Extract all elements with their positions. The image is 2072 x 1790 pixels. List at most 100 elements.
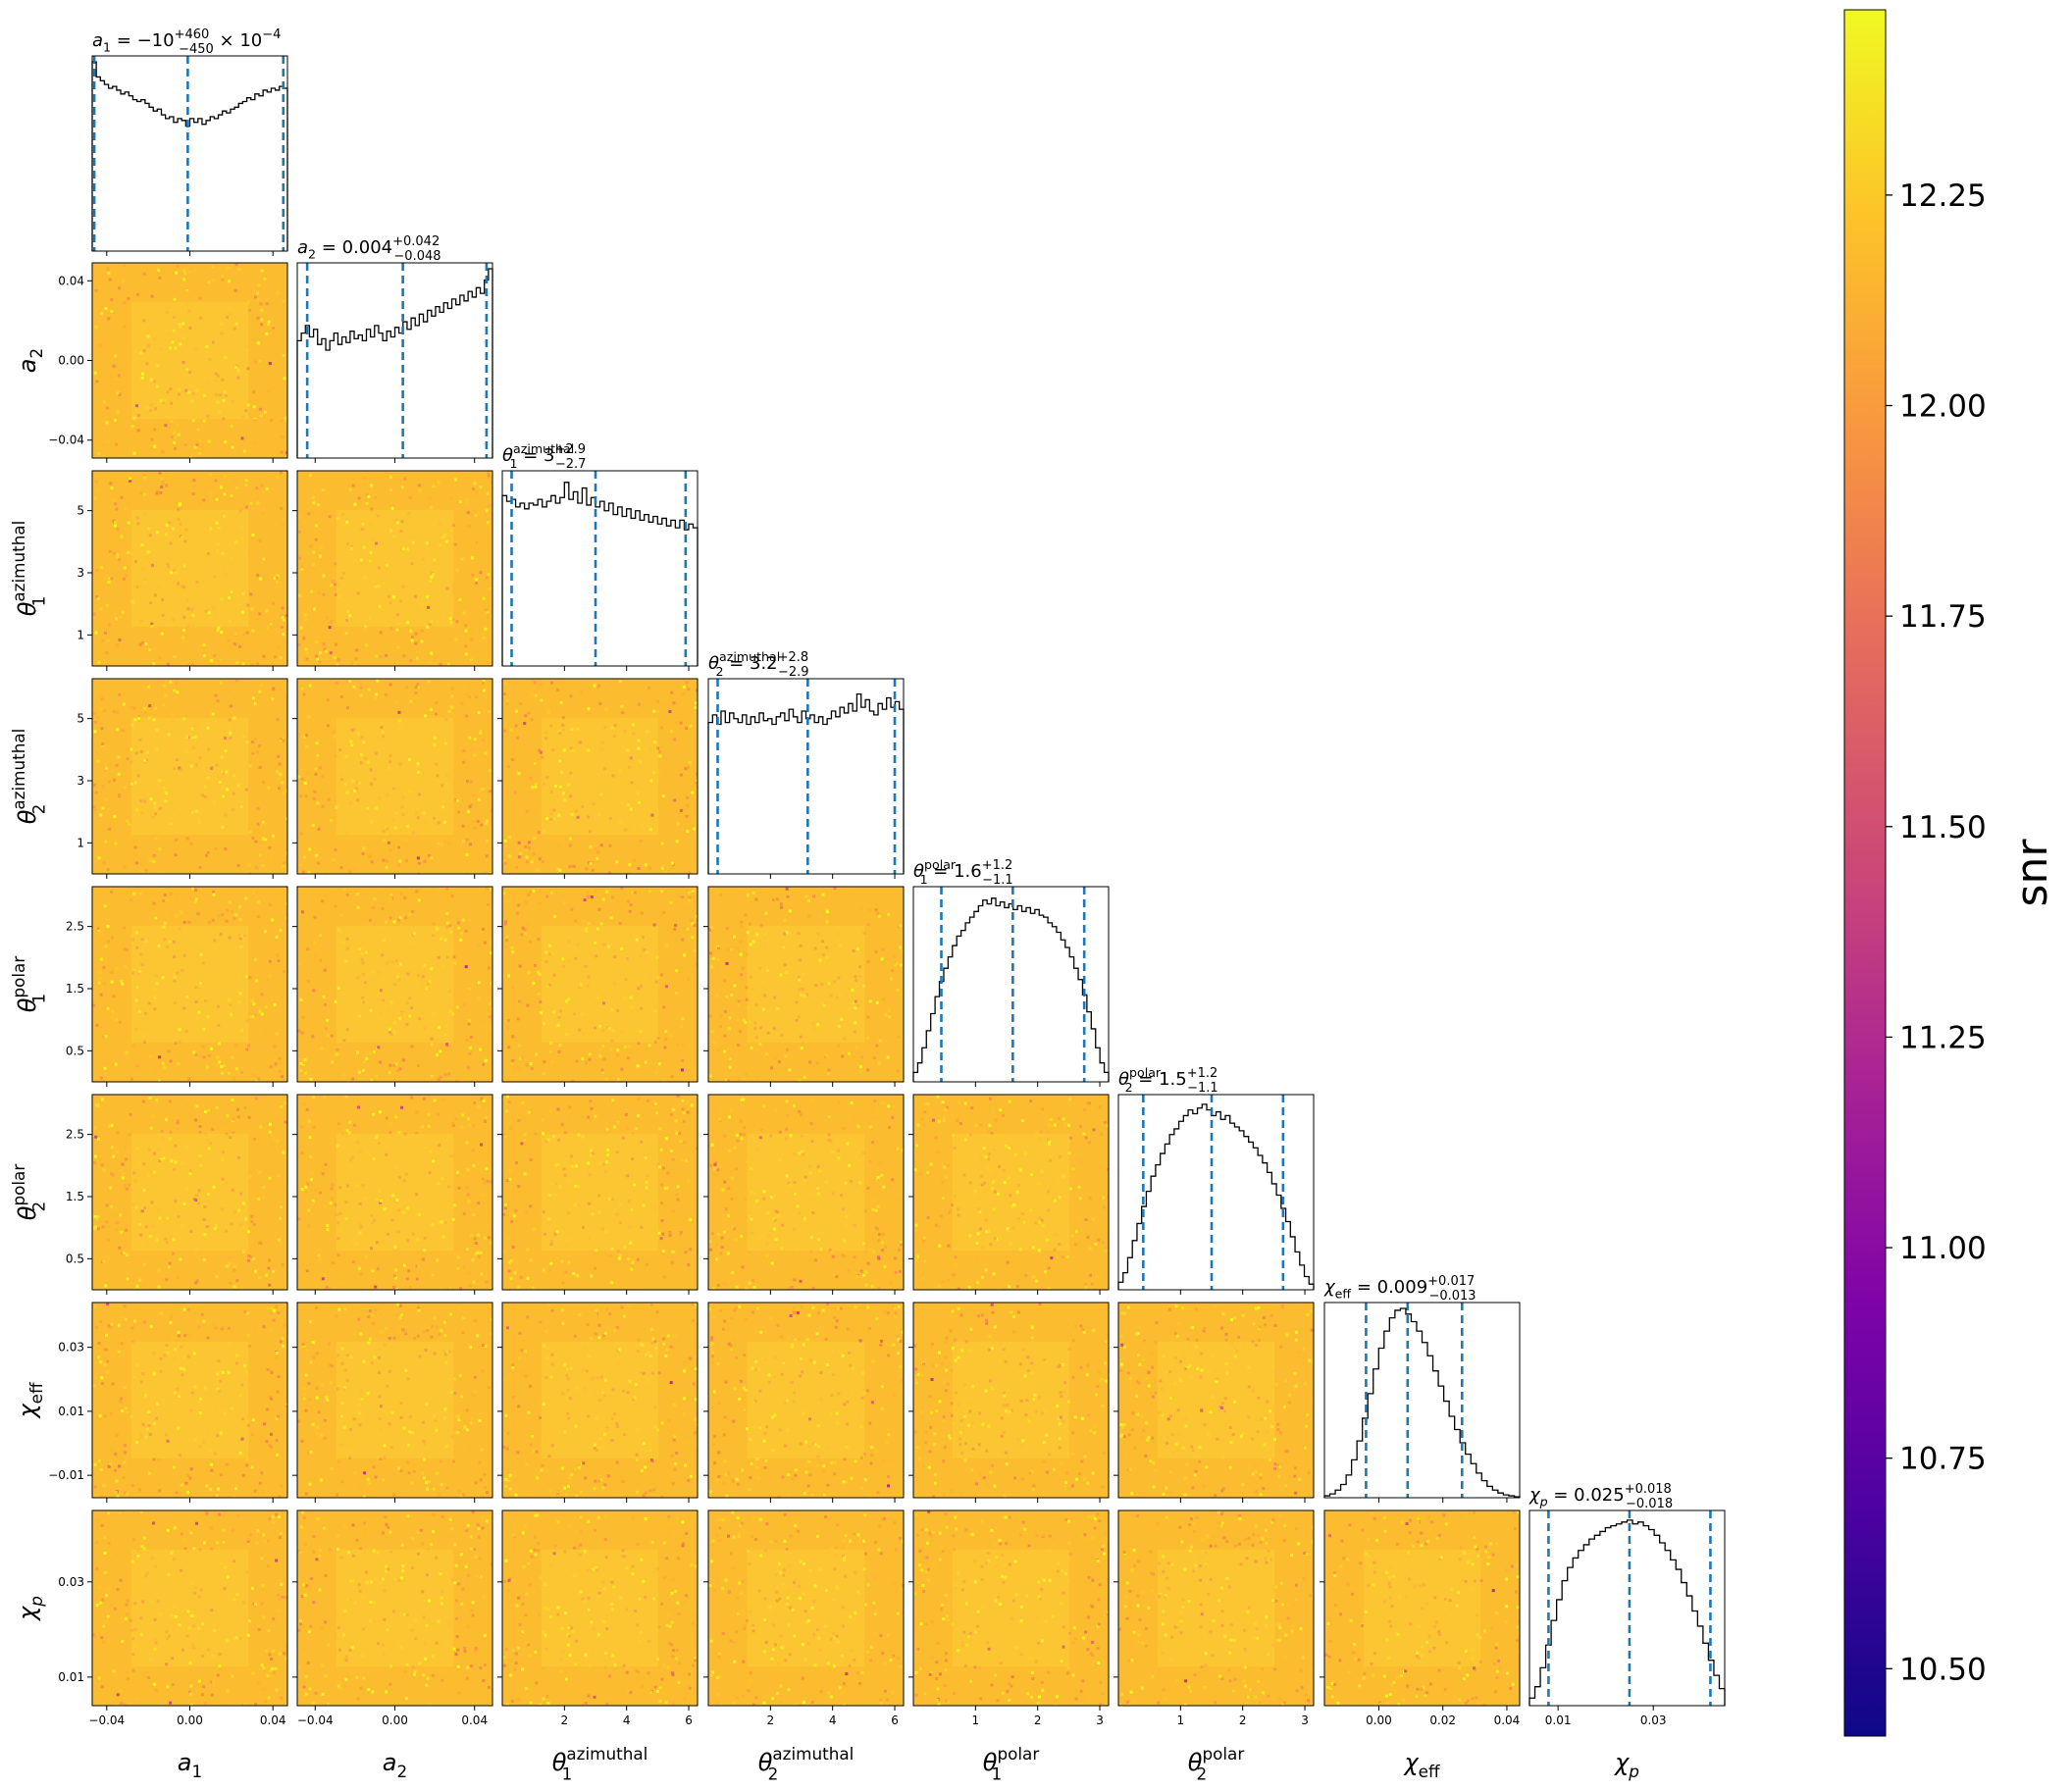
panel-t2az-vs-t2az: θazimuthal 2 = 3.2+2.8 −2.9 — [707, 649, 905, 879]
scatter-point — [653, 1406, 657, 1409]
scatter-point — [141, 1060, 145, 1064]
scatter-point — [373, 1355, 377, 1359]
y-tick-label: 0.04 — [58, 274, 84, 287]
scatter-point — [636, 792, 640, 795]
scatter-point — [708, 951, 712, 955]
scatter-point — [730, 948, 733, 951]
scatter-point — [793, 944, 797, 947]
scatter-point — [163, 1167, 167, 1171]
scatter-point — [655, 1310, 659, 1314]
scatter-point — [159, 347, 163, 351]
scatter-point — [260, 318, 264, 322]
y-tick-label: 5 — [77, 712, 84, 726]
scatter-point — [987, 1157, 991, 1161]
scatter-point — [855, 1275, 859, 1278]
scatter-point — [877, 1061, 881, 1065]
scatter-point — [937, 1119, 941, 1123]
scatter-point — [663, 1046, 667, 1049]
scatter-density-core — [747, 925, 865, 1044]
scatter-point — [255, 1097, 258, 1100]
scatter-point — [566, 1238, 570, 1242]
scatter-point — [673, 927, 677, 931]
scatter-point — [669, 1345, 673, 1349]
scatter-point — [110, 1016, 114, 1020]
scatter-point — [108, 827, 112, 831]
scatter-point — [792, 1310, 796, 1314]
scatter-point — [443, 533, 447, 537]
scatter-point — [249, 1254, 253, 1258]
scatter-point — [664, 1354, 668, 1357]
scatter-point — [673, 738, 677, 742]
scatter-point — [177, 1331, 181, 1335]
scatter-point — [209, 527, 213, 531]
scatter-point — [233, 1285, 236, 1289]
scatter-point — [343, 1307, 347, 1311]
scatter-point — [371, 1112, 375, 1116]
scatter-point — [557, 1126, 561, 1129]
scatter-point — [410, 910, 414, 913]
scatter-point — [564, 999, 568, 1003]
scatter-point — [105, 421, 109, 425]
scatter-point — [224, 1127, 228, 1130]
scatter-point — [267, 786, 271, 790]
scatter-point — [567, 1260, 571, 1264]
scatter-point — [143, 796, 147, 800]
scatter-point — [307, 512, 311, 516]
scatter-point — [594, 1114, 597, 1118]
scatter-point — [155, 531, 159, 535]
scatter-point — [841, 1253, 845, 1257]
scatter-point — [379, 1199, 383, 1202]
scatter-point — [691, 936, 695, 940]
scatter-point — [1007, 1176, 1010, 1180]
scatter-point — [172, 581, 176, 585]
scatter-point — [882, 1185, 886, 1189]
scatter-point — [465, 1038, 469, 1042]
scatter-point — [483, 941, 487, 945]
scatter-point — [549, 891, 553, 895]
scatter-point — [719, 893, 723, 896]
scatter-point — [637, 739, 641, 742]
scatter-point — [241, 415, 245, 419]
scatter-point — [406, 1239, 410, 1243]
histogram-t1az — [501, 482, 699, 666]
scatter-point — [585, 927, 589, 931]
scatter-point — [772, 1027, 776, 1031]
scatter-point — [219, 393, 222, 397]
scatter-point — [235, 661, 239, 664]
scatter-point — [681, 895, 684, 899]
scatter-point — [550, 1362, 554, 1366]
scatter-point — [396, 645, 400, 649]
scatter-point — [318, 651, 322, 655]
title-t2pol: θpolar 2 = 1.5+1.2 −1.1 — [1118, 1065, 1218, 1096]
scatter-point — [708, 1248, 712, 1252]
scatter-point — [691, 889, 695, 893]
scatter-point — [761, 1120, 765, 1123]
scatter-point — [763, 933, 767, 937]
scatter-point — [140, 938, 144, 942]
scatter-point — [258, 407, 262, 411]
scatter-point — [247, 1230, 250, 1234]
scatter-point — [393, 965, 397, 968]
scatter-point — [635, 1458, 639, 1462]
scatter-point — [843, 1139, 847, 1143]
scatter-point — [597, 1048, 601, 1051]
scatter-point — [750, 1191, 753, 1194]
scatter-point — [880, 1173, 884, 1177]
scatter-point — [631, 1157, 634, 1161]
scatter-point — [388, 683, 392, 687]
scatter-point — [664, 1030, 668, 1034]
scatter-point — [543, 1060, 546, 1063]
scatter-point — [141, 567, 145, 571]
scatter-point — [926, 1216, 930, 1219]
scatter-point — [157, 1148, 161, 1151]
scatter-point — [613, 982, 617, 986]
scatter-point — [594, 1313, 597, 1316]
scatter-point — [177, 1062, 181, 1066]
scatter-point — [142, 272, 146, 276]
scatter-point — [676, 1185, 680, 1189]
histogram-t2pol — [1117, 1103, 1315, 1290]
scatter-point — [309, 1451, 313, 1455]
scatter-point — [695, 1268, 698, 1272]
scatter-point — [648, 1441, 652, 1444]
scatter-point — [265, 1000, 269, 1004]
